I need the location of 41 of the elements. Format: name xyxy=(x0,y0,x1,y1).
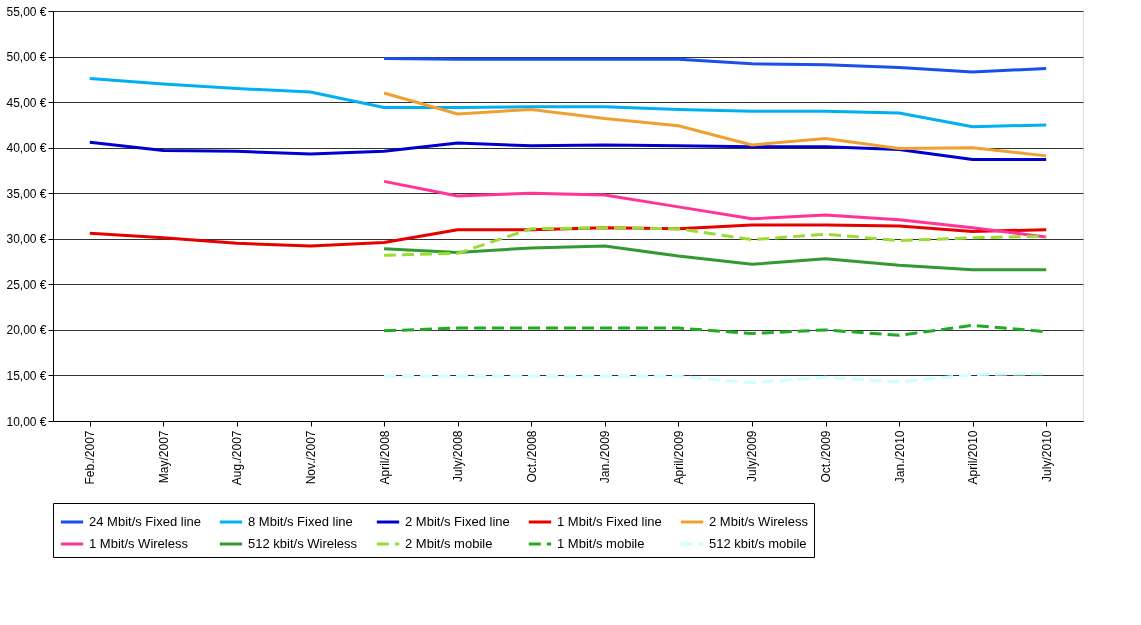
legend-label: 512 kbit/s Wireless xyxy=(248,536,358,551)
line-series xyxy=(382,244,1048,272)
y-tick-label: 40,00 € xyxy=(6,141,47,156)
x-tick-label: Oct./2008 xyxy=(524,430,539,483)
x-tick-label: July/2008 xyxy=(451,430,466,482)
x-tick-label: April/2008 xyxy=(377,430,392,485)
legend-label: 2 Mbit/s Fixed line xyxy=(405,514,510,529)
line-series xyxy=(382,226,1048,257)
x-tick-label: May/2007 xyxy=(156,430,171,484)
line-series xyxy=(382,179,1048,239)
y-tick-label: 15,00 € xyxy=(6,368,47,383)
x-tick-label: April/2010 xyxy=(966,430,981,485)
x-tick-label: Jan./2009 xyxy=(598,430,613,484)
legend-label: 2 Mbit/s Wireless xyxy=(709,514,809,529)
legend-label: 24 Mbit/s Fixed line xyxy=(89,514,201,529)
legend-label: 8 Mbit/s Fixed line xyxy=(248,514,353,529)
x-tick-label: Oct./2009 xyxy=(819,430,833,483)
x-tick-label: April/2009 xyxy=(671,430,686,485)
y-tick-label: 10,00 € xyxy=(6,414,47,429)
y-tick-label: 20,00 € xyxy=(6,323,47,338)
x-tick-label: Feb./2007 xyxy=(83,430,98,485)
y-tick-label: 30,00 € xyxy=(6,232,47,247)
line-series xyxy=(88,140,1048,162)
legend-label: 1 Mbit/s Fixed line xyxy=(557,514,662,529)
x-tick-label: July/2009 xyxy=(745,430,760,482)
x-tick-label: Aug./2007 xyxy=(230,430,245,486)
x-tick-label: Jan./2010 xyxy=(892,430,907,484)
y-tick-label: 50,00 € xyxy=(6,50,47,65)
legend-label: 1 Mbit/s mobile xyxy=(557,536,645,551)
x-tick-label: July/2010 xyxy=(1039,430,1054,482)
y-tick-label: 35,00 € xyxy=(6,186,47,201)
line-series xyxy=(382,91,1048,158)
legend-label: 1 Mbit/s Wireless xyxy=(89,536,189,551)
legend-label: 2 Mbit/s mobile xyxy=(405,536,493,551)
y-tick-label: 25,00 € xyxy=(6,277,47,292)
x-tick-label: Nov./2007 xyxy=(304,430,318,485)
line-series xyxy=(382,56,1048,74)
y-tick-label: 45,00 € xyxy=(6,95,47,110)
line-series xyxy=(88,76,1048,129)
y-tick-label: 55,00 € xyxy=(6,4,47,19)
legend-label: 512 kbit/s mobile xyxy=(709,536,807,551)
